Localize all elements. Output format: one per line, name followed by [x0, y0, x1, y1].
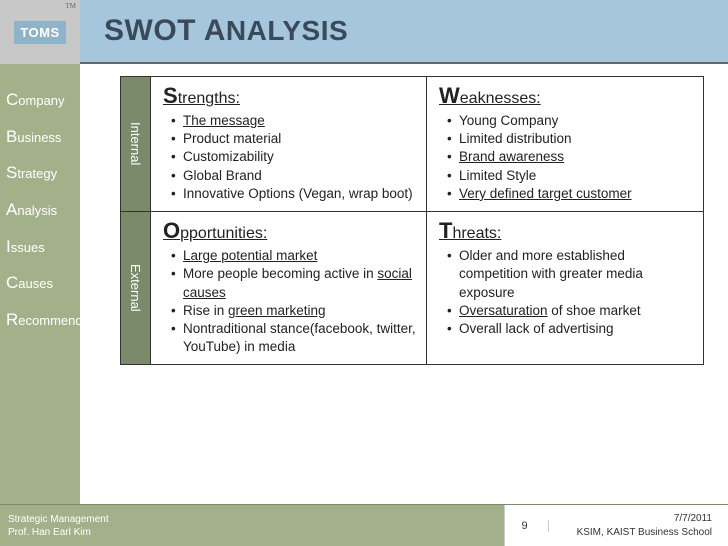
- list-item: Limited Style: [447, 167, 693, 185]
- weaknesses-list: Young CompanyLimited distributionBrand a…: [439, 112, 693, 203]
- sidebar-item: Company: [0, 82, 80, 119]
- page-title: SWOT ANALYSIS: [104, 14, 348, 48]
- title-bar: SWOT ANALYSIS: [80, 0, 728, 64]
- footer-date: 7/7/2011: [577, 512, 712, 526]
- footer-school: KSIM, KAIST Business School: [577, 526, 712, 540]
- list-item: The message: [171, 112, 416, 130]
- list-item: Oversaturation of shoe market: [447, 302, 693, 320]
- header: TM TOMS SWOT ANALYSIS: [0, 0, 728, 64]
- list-item: Limited distribution: [447, 130, 693, 148]
- footer-professor: Prof. Han Earl Kim: [8, 526, 109, 539]
- footer: Strategic Management Prof. Han Earl Kim …: [0, 504, 728, 546]
- footer-course: Strategic Management: [8, 513, 109, 526]
- list-item: Young Company: [447, 112, 693, 130]
- strengths-heading: Strengths:: [163, 83, 416, 109]
- logo-box: TM TOMS: [0, 0, 80, 64]
- quad-strengths: Strengths: The messageProduct materialCu…: [151, 77, 427, 211]
- strengths-list: The messageProduct materialCustomizabili…: [163, 112, 416, 203]
- list-item: Large potential market: [171, 247, 416, 265]
- list-item: Overall lack of advertising: [447, 320, 693, 338]
- logo-tm: TM: [66, 2, 77, 10]
- threats-list: Older and more established competition w…: [439, 247, 693, 338]
- opportunities-heading: Opportunities:: [163, 218, 416, 244]
- list-item: More people becoming active in social ca…: [171, 265, 416, 301]
- threats-heading: Threats:: [439, 218, 693, 244]
- footer-left: Strategic Management Prof. Han Earl Kim: [0, 513, 109, 539]
- swot-table: Internal Strengths: The messageProduct m…: [120, 76, 704, 365]
- list-item: Nontraditional stance(facebook, twitter,…: [171, 320, 416, 356]
- list-item: Innovative Options (Vegan, wrap boot): [171, 185, 416, 203]
- content: Internal Strengths: The messageProduct m…: [80, 64, 728, 504]
- footer-right: 9 7/7/2011 KSIM, KAIST Business School: [504, 505, 728, 546]
- page-number: 9: [521, 520, 548, 532]
- list-item: Brand awareness: [447, 148, 693, 166]
- sidebar-item: Strategy: [0, 155, 80, 192]
- quad-opportunities: Opportunities: Large potential marketMor…: [151, 211, 427, 364]
- logo-text: TOMS: [14, 21, 65, 44]
- sidebar-item: Causes: [0, 265, 80, 302]
- opportunities-list: Large potential marketMore people becomi…: [163, 247, 416, 356]
- sidebar-item: Analysis: [0, 192, 80, 229]
- sidebar-item: Business: [0, 119, 80, 156]
- axis-internal: Internal: [121, 77, 151, 211]
- list-item: Product material: [171, 130, 416, 148]
- list-item: Global Brand: [171, 167, 416, 185]
- list-item: Very defined target customer: [447, 185, 693, 203]
- sidebar: CompanyBusinessStrategyAnalysisIssuesCau…: [0, 64, 80, 504]
- footer-meta: 7/7/2011 KSIM, KAIST Business School: [577, 512, 712, 540]
- list-item: Older and more established competition w…: [447, 247, 693, 302]
- main: CompanyBusinessStrategyAnalysisIssuesCau…: [0, 64, 728, 504]
- weaknesses-heading: Weaknesses:: [439, 83, 693, 109]
- quad-weaknesses: Weaknesses: Young CompanyLimited distrib…: [427, 77, 703, 211]
- list-item: Customizability: [171, 148, 416, 166]
- sidebar-item: Recommend.: [0, 302, 80, 339]
- quad-threats: Threats: Older and more established comp…: [427, 211, 703, 364]
- axis-external: External: [121, 211, 151, 364]
- list-item: Rise in green marketing: [171, 302, 416, 320]
- sidebar-item: Issues: [0, 229, 80, 266]
